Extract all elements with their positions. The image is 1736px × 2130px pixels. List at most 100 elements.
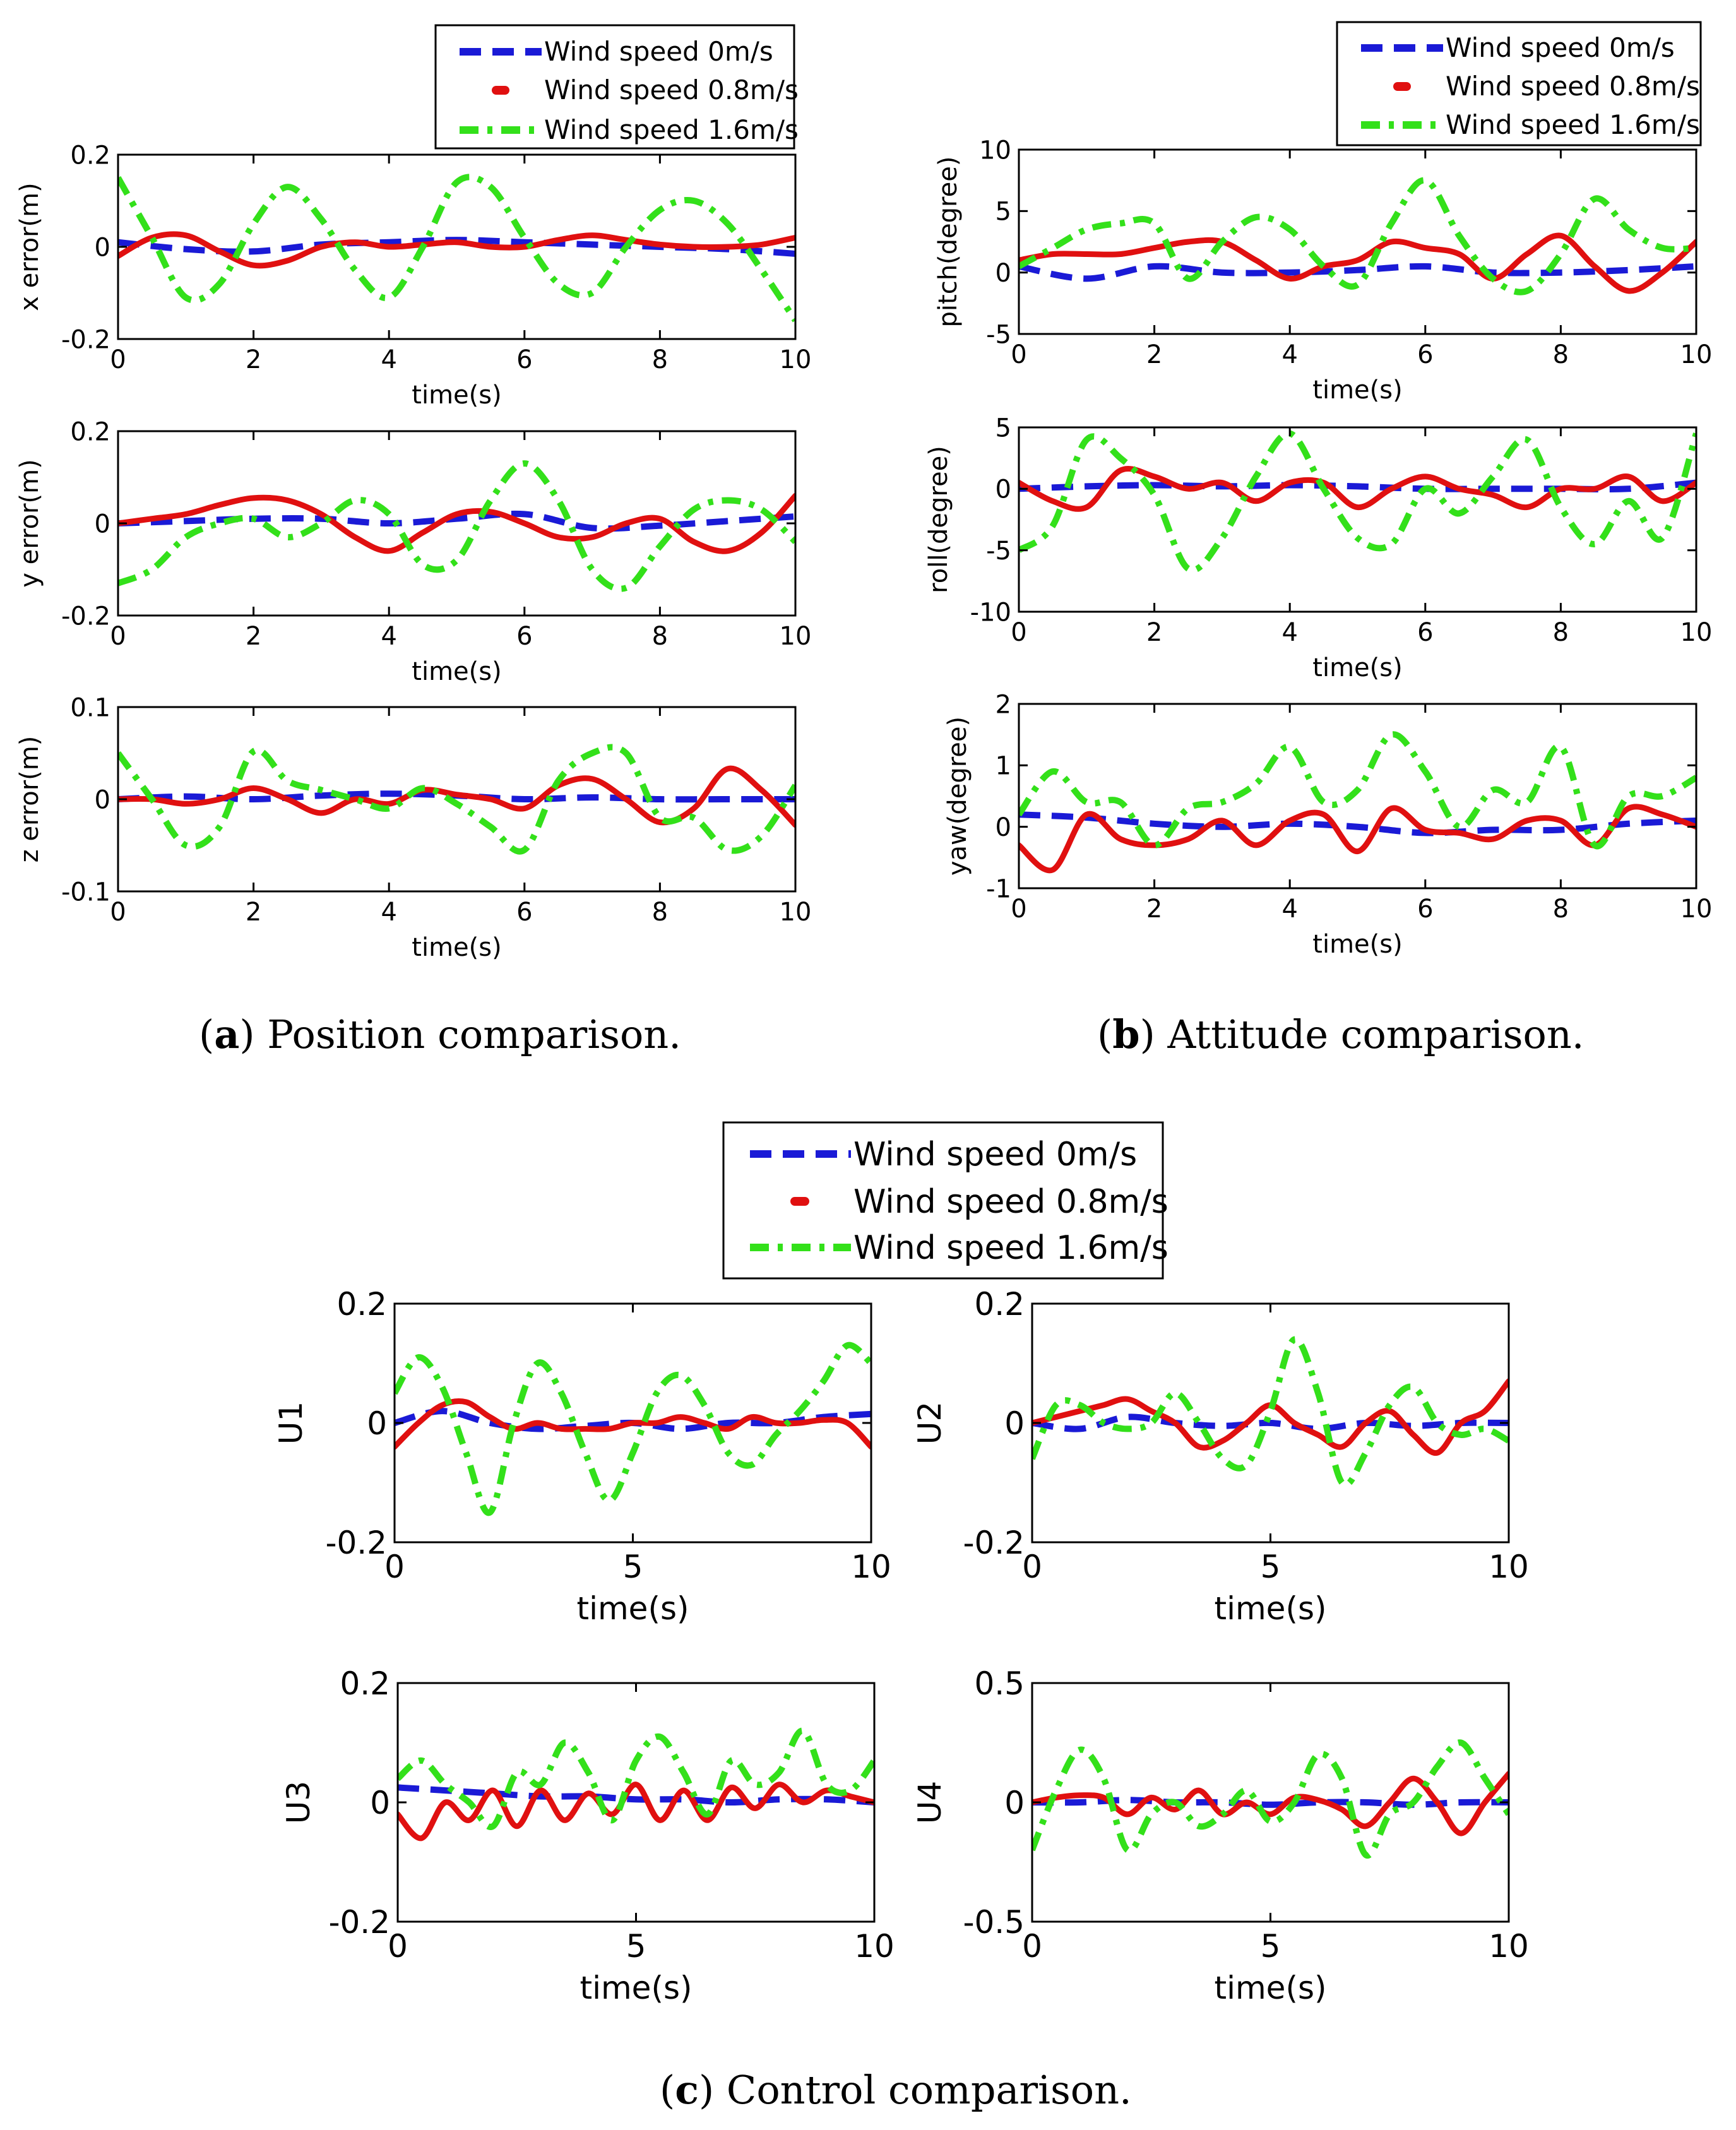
u3-xtick-label: 10 <box>854 1928 895 1965</box>
x-error-ytick-label: 0.2 <box>70 141 110 170</box>
z-error-xtick-label: 2 <box>246 898 261 927</box>
z-error-xtick-label: 4 <box>381 898 396 927</box>
yaw-xtick-label: 0 <box>1011 895 1026 924</box>
yaw-xtick-label: 8 <box>1553 895 1569 924</box>
y-error-ytick-label: 0.2 <box>70 417 110 446</box>
roll-xtick-label: 2 <box>1146 618 1162 647</box>
yaw-ytick-label: 0 <box>996 813 1011 842</box>
y-error-xtick-label: 4 <box>381 622 396 651</box>
z-error-ylabel: z error(m) <box>15 736 44 863</box>
legend-a-label-2: Wind speed 1.6m/s <box>544 114 799 145</box>
z-error-xlabel: time(s) <box>412 933 501 962</box>
pitch-plot-area <box>1019 150 1696 334</box>
u1-ylabel: U1 <box>273 1401 309 1444</box>
pitch-ytick-label: -5 <box>986 320 1011 349</box>
y-error-xtick-label: 8 <box>652 622 668 651</box>
u3-series-1 <box>398 1782 874 1841</box>
roll-ytick-label: -5 <box>986 537 1011 566</box>
u1-xtick-label: 0 <box>384 1549 405 1585</box>
u2-series-2 <box>1032 1336 1509 1488</box>
x-error-xtick-label: 6 <box>516 345 532 374</box>
x-error-ylabel: x error(m) <box>15 182 44 311</box>
x-error-xtick-label: 10 <box>780 345 812 374</box>
yaw-series-1 <box>1019 804 1696 874</box>
legend-b: Wind speed 0m/s Wind speed 0.8m/s Wind s… <box>1336 21 1702 146</box>
roll-plot-area <box>1019 427 1696 612</box>
u4-series-2 <box>1032 1739 1509 1859</box>
u1-ytick-label: 0 <box>367 1405 387 1442</box>
roll-xtick-label: 8 <box>1553 618 1569 647</box>
roll-ylabel: roll(degree) <box>924 446 953 593</box>
u4-xtick-label: 10 <box>1489 1928 1529 1965</box>
x-error-xtick-label: 4 <box>381 345 396 374</box>
u1-xtick-label: 5 <box>623 1549 643 1585</box>
u2-series-0 <box>1032 1413 1509 1432</box>
yaw-xlabel: time(s) <box>1312 930 1402 959</box>
u1-series-2 <box>395 1342 871 1516</box>
u3-xlabel: time(s) <box>580 1970 692 2006</box>
x-error-ytick-label: 0 <box>95 233 110 262</box>
x-error-ytick-label: -0.2 <box>61 325 110 354</box>
legend-c-label-1: Wind speed 0.8m/s <box>853 1183 1168 1221</box>
roll-xtick-label: 6 <box>1417 618 1433 647</box>
yaw-ytick-label: 1 <box>996 752 1011 781</box>
x-error-xtick-label: 2 <box>246 345 261 374</box>
u3-ylabel: U3 <box>280 1781 317 1824</box>
legend-c: Wind speed 0m/s Wind speed 0.8m/s Wind s… <box>722 1121 1168 1280</box>
x-error-xtick-label: 8 <box>652 345 668 374</box>
yaw-xtick-label: 6 <box>1417 895 1433 924</box>
y-error-xtick-label: 0 <box>110 622 126 651</box>
pitch-ylabel: pitch(degree) <box>934 157 963 328</box>
u4-ytick-label: -0.5 <box>963 1904 1025 1941</box>
u1-ytick-label: -0.2 <box>325 1525 387 1561</box>
legend-c-label-2: Wind speed 1.6m/s <box>853 1229 1168 1267</box>
caption-b-text: Attitude comparison. <box>1167 1011 1584 1057</box>
legend-b-label-0: Wind speed 0m/s <box>1446 32 1675 63</box>
u3-xtick-label: 0 <box>388 1928 408 1965</box>
roll-ytick-label: 0 <box>996 475 1011 504</box>
yaw-ytick-label: -1 <box>986 874 1011 903</box>
y-error-series-2 <box>118 460 795 592</box>
pitch-axes-frame <box>1018 148 1697 335</box>
u2-ytick-label: -0.2 <box>963 1525 1025 1561</box>
u3-series-2 <box>398 1727 874 1830</box>
y-error-ytick-label: 0 <box>95 509 110 538</box>
roll-axes-frame <box>1018 426 1697 613</box>
pitch-xtick-label: 0 <box>1011 340 1026 369</box>
x-error-series-2 <box>118 174 795 323</box>
pitch-ytick-label: 0 <box>996 259 1011 288</box>
roll-xtick-label: 0 <box>1011 618 1026 647</box>
y-error-ytick-label: -0.2 <box>61 602 110 631</box>
u2-ytick-label: 0.2 <box>974 1286 1025 1323</box>
yaw-ylabel: yaw(degree) <box>943 717 972 876</box>
caption-c-text: Control comparison. <box>727 2067 1132 2113</box>
yaw-series-0 <box>1019 811 1696 836</box>
caption-b: (b) Attitude comparison. <box>1097 1011 1584 1057</box>
yaw-xtick-label: 10 <box>1680 895 1713 924</box>
caption-a-text: Position comparison. <box>267 1011 681 1057</box>
yaw-series-2 <box>1019 731 1696 850</box>
z-error-xtick-label: 0 <box>110 898 126 927</box>
u1-series-1 <box>395 1398 871 1450</box>
caption-b-letter: b <box>1112 1011 1139 1057</box>
u4-xlabel: time(s) <box>1214 1970 1326 2006</box>
z-error-xtick-label: 10 <box>780 898 812 927</box>
legend-b-label-1: Wind speed 0.8m/s <box>1446 71 1700 102</box>
z-error-xtick-label: 6 <box>516 898 532 927</box>
legend-a: Wind speed 0m/s Wind speed 0.8m/s Wind s… <box>434 24 799 150</box>
u3-xtick-label: 5 <box>626 1928 646 1965</box>
pitch-xtick-label: 8 <box>1553 340 1569 369</box>
u1-xtick-label: 10 <box>851 1549 891 1585</box>
z-error-series-2 <box>118 744 795 855</box>
x-error-xlabel: time(s) <box>412 381 501 410</box>
pitch-ytick-label: 10 <box>979 136 1011 165</box>
u4-ytick-label: 0.5 <box>974 1665 1025 1702</box>
z-error-series-1 <box>118 765 795 828</box>
